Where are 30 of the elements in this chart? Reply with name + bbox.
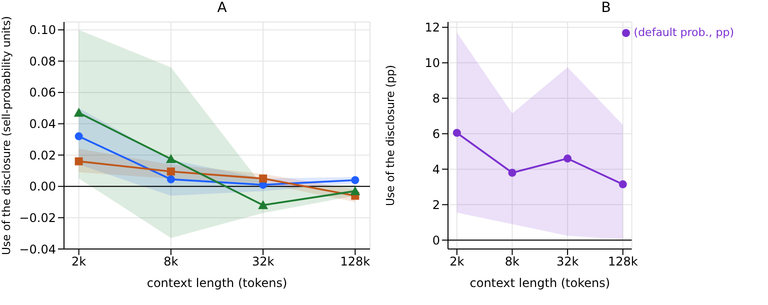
y-tick-label: 4: [432, 162, 440, 176]
y-tick-label: 0.02: [29, 148, 56, 162]
x-tick-label: 128k: [608, 254, 638, 269]
y-axis-title: Use of the disclosure (pp): [384, 64, 397, 206]
y-tick-label: 8: [432, 92, 440, 106]
x-tick-label: 32k: [252, 254, 274, 269]
y-tick-label: 0.10: [29, 23, 56, 38]
x-tick-label: 8k: [164, 254, 178, 269]
x-axis-title: context length (tokens): [470, 276, 610, 290]
x-tick-label: 2k: [72, 254, 86, 269]
y-tick-label: 0.06: [29, 86, 56, 100]
y-tick-label: 12: [424, 20, 440, 35]
y-axis-title: Use of the disclosure (sell-probability units): [0, 16, 13, 255]
y-tick-label: −0.02: [19, 210, 56, 225]
legend-label: (default prob., pp): [634, 26, 734, 39]
x-tick-label: 128k: [340, 254, 370, 269]
x-axis-title: context length (tokens): [146, 276, 288, 290]
y-tick-label: 0.00: [29, 180, 56, 194]
x-tick-label: 2k: [450, 254, 464, 269]
chart-title: A: [216, 0, 228, 16]
y-tick-label: 0.04: [29, 117, 56, 132]
y-tick-label: 0: [432, 233, 440, 248]
y-tick-label: 2: [432, 198, 440, 212]
x-tick-label: 8k: [504, 254, 520, 269]
y-tick-label: 0.08: [29, 54, 56, 68]
y-tick-label: −0.04: [19, 242, 56, 256]
x-tick-label: 32k: [556, 254, 579, 269]
chart-title: B: [600, 0, 612, 16]
y-tick-label: 10: [424, 56, 440, 70]
y-tick-label: 6: [432, 126, 440, 141]
